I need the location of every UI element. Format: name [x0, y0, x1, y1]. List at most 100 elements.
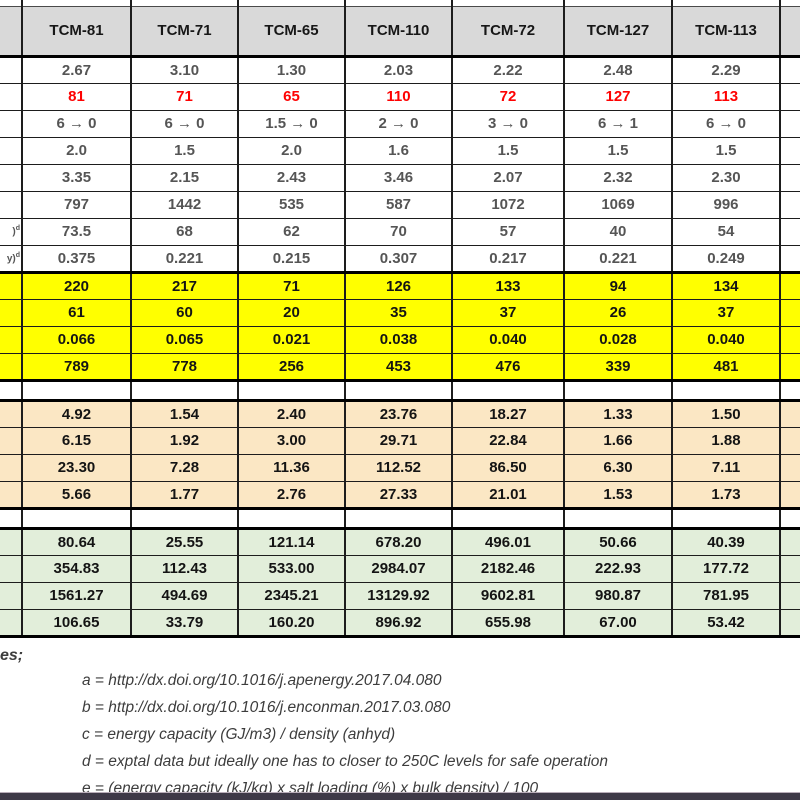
table-row: 61 60 20 35 37 26 37 — [0, 298, 800, 327]
cell: 1.50 — [671, 398, 781, 428]
cell: 3.35 — [21, 163, 132, 192]
cell: 996 — [671, 190, 781, 219]
row-label-fragment — [0, 581, 23, 610]
cell: 20 — [237, 298, 346, 327]
cell: 6 → 0 — [671, 109, 781, 138]
trailing-cell — [779, 378, 800, 402]
table-row: 106.65 33.79 160.20 896.92 655.98 67.00 53.42 — [0, 608, 800, 638]
cell: 1.5 — [671, 136, 781, 165]
cell: 3.00 — [237, 426, 346, 455]
cell: 127 — [563, 82, 673, 111]
cell: 40.39 — [671, 526, 781, 556]
cell: 256 — [237, 352, 346, 382]
table-row: 797 1442 535 587 1072 1069 996 — [0, 190, 800, 219]
trailing-cell — [779, 55, 800, 84]
cell: 3.46 — [344, 163, 453, 192]
cell: 678.20 — [344, 526, 453, 556]
trailing-cell — [779, 608, 800, 638]
cell: 4.92 — [21, 398, 132, 428]
cell: 23.76 — [344, 398, 453, 428]
cell: 160.20 — [237, 608, 346, 638]
trailing-cell — [779, 298, 800, 327]
row-label-fragment — [0, 109, 23, 138]
cell: 0.040 — [451, 325, 565, 354]
row-label-fragment — [0, 426, 23, 455]
column-header: TCM-71 — [130, 6, 239, 58]
cell: 354.83 — [21, 554, 132, 583]
table-row: 220 217 71 126 133 94 134 — [0, 270, 800, 300]
cell: 112.43 — [130, 554, 239, 583]
cell: 2.29 — [671, 55, 781, 84]
cell: 778 — [130, 352, 239, 382]
column-header: TCM-81 — [21, 6, 132, 58]
trailing-cell — [779, 136, 800, 165]
trailing-cell — [779, 480, 800, 510]
row-label-fragment — [0, 453, 23, 482]
cell: 126 — [344, 270, 453, 300]
cell: 133 — [451, 270, 565, 300]
trailing-cell — [779, 244, 800, 274]
table-row: y)d 0.375 0.221 0.215 0.307 0.217 0.221 0.249 — [0, 244, 800, 274]
cell: 2.0 — [237, 136, 346, 165]
cell: 2.03 — [344, 55, 453, 84]
cell: 655.98 — [451, 608, 565, 638]
cell: 113 — [671, 82, 781, 111]
row-label-fragment — [0, 298, 23, 327]
cell: 2.67 — [21, 55, 132, 84]
trailing-cell — [779, 163, 800, 192]
cell: 2.07 — [451, 163, 565, 192]
cell: 0.249 — [671, 244, 781, 274]
trailing-cell — [779, 426, 800, 455]
cell: 1.30 — [237, 55, 346, 84]
cell: 2 → 0 — [344, 109, 453, 138]
cell: 0.375 — [21, 244, 132, 274]
trailing-cell — [779, 352, 800, 382]
trailing-cell — [779, 453, 800, 482]
cell: 71 — [237, 270, 346, 300]
cell: 2.15 — [130, 163, 239, 192]
cell: 9602.81 — [451, 581, 565, 610]
footnotes: es; a = http://dx.doi.org/10.1016/j.apen… — [0, 638, 800, 802]
trailing-cell — [779, 398, 800, 428]
cell: 1.5 → 0 — [237, 109, 346, 138]
cell: 110 — [344, 82, 453, 111]
cell: 5.66 — [21, 480, 132, 510]
cell: 27.33 — [344, 480, 453, 510]
trailing-cell — [779, 506, 800, 530]
cell: 0.215 — [237, 244, 346, 274]
cell: 797 — [21, 190, 132, 219]
cell: 0.021 — [237, 325, 346, 354]
row-label-fragment — [0, 506, 23, 530]
footnote-c: c = energy capacity (GJ/m3) / density (a… — [82, 725, 396, 743]
trailing-cell — [779, 554, 800, 583]
header-stub-cell — [0, 6, 23, 58]
column-header: TCM-113 — [671, 6, 781, 58]
cell: 1.5 — [130, 136, 239, 165]
cell: 73.5 — [21, 217, 132, 246]
spacer-row — [0, 506, 800, 530]
cell: 86.50 — [451, 453, 565, 482]
cell: 6 → 0 — [21, 109, 132, 138]
trailing-cell — [779, 325, 800, 354]
cell: 57 — [451, 217, 565, 246]
cropped-cell — [21, 0, 132, 7]
cell: 23.30 — [21, 453, 132, 482]
row-label-fragment — [0, 480, 23, 510]
cell: 1.5 — [451, 136, 565, 165]
cell: 1.6 — [344, 136, 453, 165]
cell: 2182.46 — [451, 554, 565, 583]
cell: 0.040 — [671, 325, 781, 354]
cell: 29.71 — [344, 426, 453, 455]
cell: 71 — [130, 82, 239, 111]
cell: 7.11 — [671, 453, 781, 482]
cell — [130, 506, 239, 530]
cell — [21, 506, 132, 530]
cropped-row-above-header — [0, 0, 800, 7]
row-label-fragment — [0, 554, 23, 583]
trailing-cell — [779, 109, 800, 138]
cell: 494.69 — [130, 581, 239, 610]
cell: 22.84 — [451, 426, 565, 455]
cell: 106.65 — [21, 608, 132, 638]
cell: 33.79 — [130, 608, 239, 638]
